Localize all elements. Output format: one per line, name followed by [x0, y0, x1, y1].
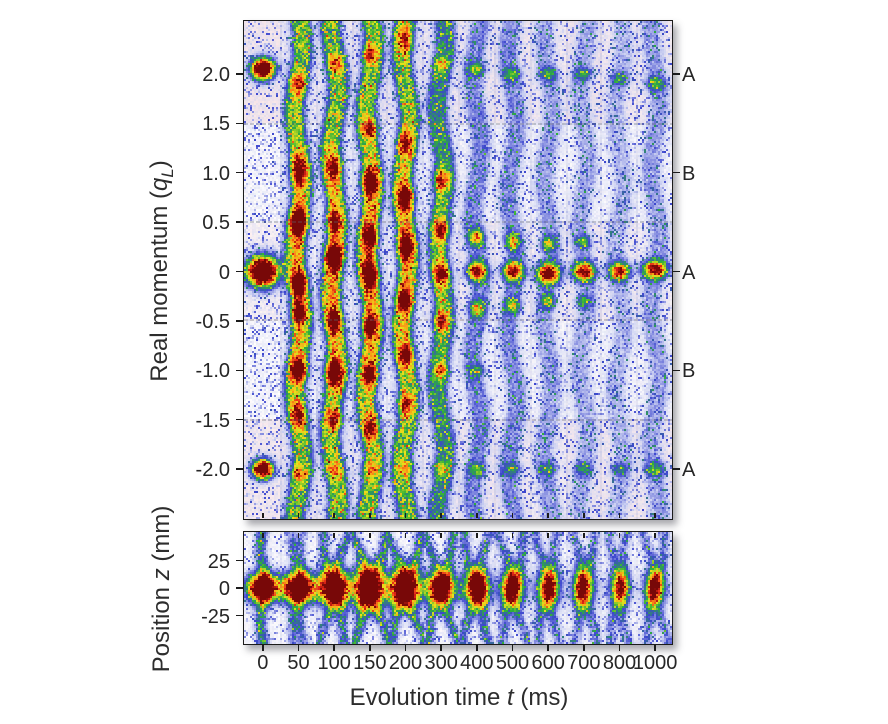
- time-axis-label: Evolution time t (ms): [350, 684, 569, 712]
- row-label: B: [682, 360, 696, 383]
- position-y-tick: [236, 559, 244, 562]
- x-tick-inner-top: [547, 533, 549, 538]
- time-axis-label-text: Evolution time: [349, 684, 508, 711]
- x-tick-label: 200: [388, 652, 423, 674]
- row-label-tick: [673, 270, 680, 273]
- x-tick-label: 700: [567, 652, 601, 674]
- momentum-y-tick: [236, 418, 244, 421]
- x-tick: [333, 645, 335, 651]
- momentum-y-tick: [236, 320, 244, 322]
- x-tick-label: 500: [495, 652, 530, 674]
- x-tick: [262, 645, 264, 651]
- x-tick-main-bottom: [440, 513, 442, 518]
- row-label: A: [682, 261, 696, 284]
- x-tick: [369, 645, 371, 651]
- momentum-y-tick: [236, 468, 244, 470]
- momentum-y-tick: [236, 122, 244, 125]
- position-y-tick-label: -25: [201, 605, 230, 628]
- x-tick-main-bottom: [654, 513, 656, 518]
- momentum-y-tick: [236, 270, 244, 273]
- row-label-tick: [673, 369, 680, 372]
- x-tick: [583, 645, 585, 651]
- x-tick-main-bottom: [547, 513, 549, 518]
- x-tick-main-bottom: [583, 513, 585, 518]
- row-label-tick: [673, 73, 680, 75]
- x-tick-label: 50: [287, 652, 310, 674]
- momentum-y-tick-label: -2.0: [195, 459, 230, 482]
- x-tick-label: 600: [531, 652, 565, 674]
- x-tick: [618, 645, 621, 651]
- momentum-y-tick-label: 1.0: [202, 162, 230, 185]
- x-tick: [440, 645, 442, 651]
- x-tick: [404, 645, 407, 651]
- x-tick-label: 400: [460, 652, 494, 674]
- x-tick-inner-top: [404, 533, 407, 538]
- x-tick-main-bottom: [297, 513, 300, 518]
- position-heatmap-panel: [243, 531, 673, 645]
- x-tick-label: 0: [257, 652, 269, 674]
- position-y-tick-label: 25: [207, 550, 230, 573]
- row-label-tick: [673, 171, 680, 174]
- x-tick-main-bottom: [262, 513, 264, 518]
- momentum-y-tick-label: 0.5: [202, 212, 230, 235]
- x-tick-main-bottom: [618, 513, 621, 518]
- x-tick-inner-top: [583, 533, 585, 538]
- x-tick-main-bottom: [511, 513, 514, 518]
- row-label: A: [682, 63, 696, 86]
- x-tick-main-bottom: [369, 513, 371, 518]
- position-y-tick: [236, 587, 244, 589]
- x-tick-inner-top: [297, 533, 300, 538]
- time-axis-label-var: t: [507, 684, 514, 711]
- momentum-y-tick-label: 2.0: [202, 63, 230, 86]
- momentum-y-tick-label: -1.5: [195, 409, 230, 432]
- x-tick-inner-top: [511, 533, 514, 538]
- x-tick: [476, 645, 478, 651]
- momentum-y-tick: [236, 73, 244, 75]
- x-tick-label: 800: [602, 652, 637, 674]
- momentum-y-tick: [236, 221, 244, 223]
- momentum-y-tick-label: 0: [218, 261, 230, 284]
- momentum-heatmap-panel: [243, 20, 673, 520]
- momentum-y-tick-label: 1.5: [202, 113, 230, 136]
- x-tick-inner-top: [333, 533, 335, 538]
- x-tick: [297, 645, 300, 651]
- x-tick: [547, 645, 549, 651]
- position-y-tick: [236, 614, 244, 617]
- time-axis-label-close: (ms): [513, 684, 569, 711]
- position-y-tick-label: 0: [218, 578, 230, 600]
- x-tick-inner-top: [476, 533, 478, 538]
- x-tick-label: 150: [353, 652, 387, 674]
- x-tick-inner-top: [618, 533, 621, 538]
- momentum-y-tick: [236, 369, 244, 372]
- momentum-y-tick-label: -1.0: [195, 360, 230, 383]
- row-label-tick: [673, 468, 680, 470]
- x-tick-inner-top: [262, 533, 264, 538]
- position-heatmap-canvas: [244, 532, 672, 644]
- x-tick-main-bottom: [476, 513, 478, 518]
- x-tick-main-bottom: [333, 513, 335, 518]
- x-tick: [511, 645, 514, 651]
- row-label: B: [682, 162, 696, 185]
- x-tick-main-bottom: [404, 513, 407, 518]
- momentum-y-tick: [236, 171, 244, 174]
- x-tick-label: 100: [317, 652, 351, 674]
- x-tick: [654, 645, 656, 651]
- x-tick-inner-top: [440, 533, 442, 538]
- momentum-heatmap-canvas: [244, 21, 672, 519]
- x-tick-inner-top: [369, 533, 371, 538]
- x-tick-label: 1000: [632, 652, 678, 674]
- x-tick-label: 300: [424, 652, 458, 674]
- row-label: A: [682, 459, 696, 482]
- x-tick-inner-top: [654, 533, 656, 538]
- momentum-y-tick-label: -0.5: [195, 310, 230, 333]
